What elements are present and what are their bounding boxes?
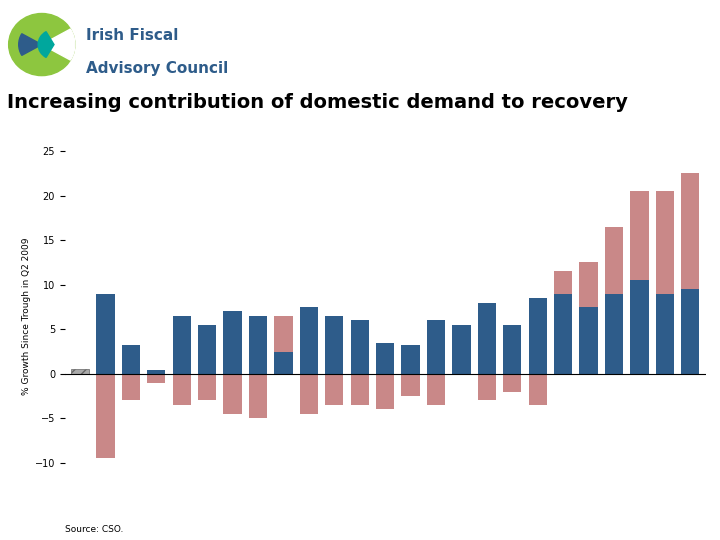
Bar xyxy=(478,374,496,401)
Y-axis label: % Growth Since Trough in Q2 2009: % Growth Since Trough in Q2 2009 xyxy=(22,237,30,395)
Text: Advisory Council: Advisory Council xyxy=(86,62,229,77)
Text: Increasing contribution of domestic demand to recovery: Increasing contribution of domestic dema… xyxy=(7,93,628,112)
Bar xyxy=(351,374,369,405)
Bar xyxy=(300,374,318,414)
Bar xyxy=(656,294,674,374)
Text: Source: CSO.: Source: CSO. xyxy=(65,525,123,534)
Bar xyxy=(173,316,191,374)
Bar xyxy=(122,345,140,374)
Circle shape xyxy=(9,14,75,76)
Bar xyxy=(325,316,343,374)
Wedge shape xyxy=(38,32,54,57)
Bar xyxy=(605,227,624,294)
Bar xyxy=(630,191,649,280)
Bar xyxy=(554,294,572,374)
Bar xyxy=(96,294,114,374)
Bar xyxy=(478,302,496,374)
Bar xyxy=(223,374,242,414)
Bar xyxy=(351,320,369,374)
Bar xyxy=(427,320,445,374)
Bar xyxy=(173,374,191,405)
Bar xyxy=(122,374,140,401)
Bar xyxy=(96,374,114,458)
Bar xyxy=(503,374,521,391)
Bar xyxy=(630,280,649,374)
Bar xyxy=(223,312,242,374)
Bar xyxy=(198,325,216,374)
Bar xyxy=(402,345,420,374)
Bar xyxy=(198,374,216,401)
Bar xyxy=(528,298,547,374)
Bar xyxy=(681,289,700,374)
Bar xyxy=(554,272,572,294)
Bar xyxy=(580,307,598,374)
Bar xyxy=(376,342,395,374)
Bar xyxy=(528,374,547,405)
Bar xyxy=(300,307,318,374)
Bar xyxy=(681,173,700,289)
Bar xyxy=(147,370,166,374)
Wedge shape xyxy=(19,33,42,56)
Bar xyxy=(427,374,445,405)
Text: Irish Fiscal: Irish Fiscal xyxy=(86,28,179,43)
Wedge shape xyxy=(42,29,75,60)
Bar xyxy=(325,374,343,405)
Bar xyxy=(249,316,267,374)
Bar xyxy=(249,374,267,418)
Bar xyxy=(71,369,89,374)
Bar xyxy=(580,262,598,307)
Bar xyxy=(274,316,292,352)
Bar xyxy=(402,374,420,396)
Bar xyxy=(656,191,674,294)
Bar xyxy=(376,374,395,409)
Bar xyxy=(147,374,166,383)
Bar xyxy=(605,294,624,374)
Bar xyxy=(274,352,292,374)
Bar xyxy=(452,325,471,374)
Bar xyxy=(503,325,521,374)
